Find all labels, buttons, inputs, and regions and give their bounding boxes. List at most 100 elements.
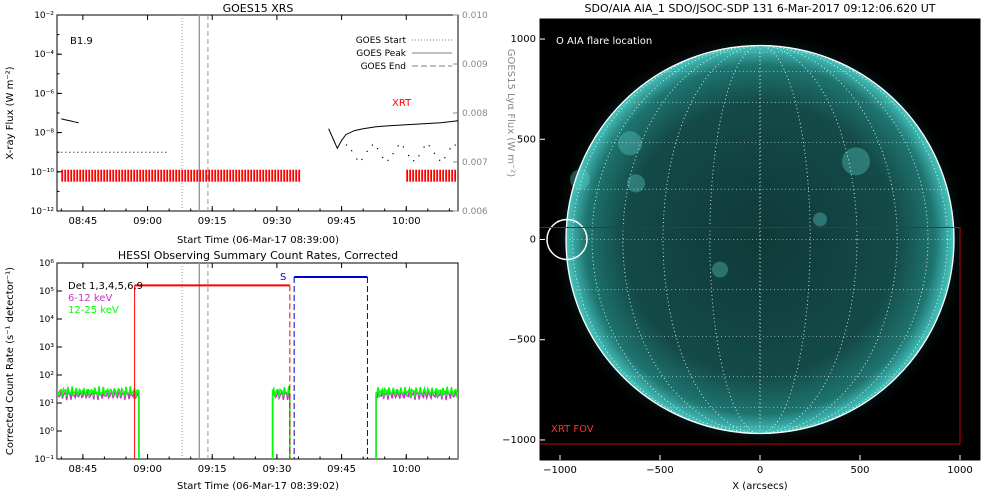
goes-short-channel-point — [444, 157, 446, 159]
hessi-xtick-label: 08:45 — [68, 464, 97, 475]
xrt-coverage-bar — [271, 169, 274, 182]
xrt-coverage-bar — [175, 169, 178, 182]
xrt-coverage-bar — [220, 169, 223, 182]
xrt-coverage-bar — [268, 169, 271, 182]
goes-legend-label: GOES End — [361, 62, 406, 72]
xrt-coverage-bar — [76, 169, 79, 182]
xrt-coverage-bar — [454, 169, 457, 182]
xrt-coverage-bar — [157, 169, 160, 182]
hessi-ytick-label: 10³ — [39, 343, 54, 353]
hessi-series-line — [57, 386, 140, 459]
xrt-coverage-bar — [223, 169, 226, 182]
xrt-coverage-bar — [103, 169, 106, 182]
goes-legend: GOES Start GOES Peak GOES End — [356, 36, 452, 72]
hessi-series-line — [375, 385, 458, 459]
goes-xlabel: Start Time (06-Mar-17 08:39:00) — [177, 235, 339, 246]
xrt-coverage-bar — [133, 169, 136, 182]
goes-xrs-chart: GOES15 XRS 08:45 09:00 09:15 09:30 09:45 10:0… — [5, 2, 516, 246]
goes-short-channel-point — [361, 158, 363, 161]
xrt-coverage-bar — [97, 169, 100, 182]
aia-xtick-label: 0 — [757, 465, 763, 476]
xrt-coverage-bar — [118, 169, 121, 182]
xrt-coverage-bar — [67, 169, 70, 182]
xrt-coverage-bar — [424, 169, 427, 182]
goes-short-channel-point — [439, 159, 441, 161]
hessi-annotation: S — [280, 272, 286, 283]
xrt-coverage-bar — [292, 169, 295, 182]
goes-short-channel-point — [423, 146, 425, 148]
xrt-coverage-bar — [73, 169, 76, 182]
aia-ytick-label: 500 — [517, 134, 536, 145]
goes-short-channel-point — [371, 144, 373, 146]
hessi-series-line — [271, 386, 291, 459]
aia-ytick-label: 0 — [530, 235, 536, 246]
xrt-coverage-bar — [142, 169, 145, 182]
xrt-coverage-bar — [439, 169, 442, 182]
xrt-coverage-bar — [448, 169, 451, 182]
xrt-coverage-bar — [205, 169, 208, 182]
hessi-legend-entry: 6-12 keV — [68, 293, 112, 304]
xrt-coverage-bar — [241, 169, 244, 182]
xrt-coverage-bar — [298, 169, 301, 182]
xrt-coverage-bar — [406, 169, 409, 182]
xrt-coverage-bar — [106, 169, 109, 182]
xrt-coverage-bar — [109, 169, 112, 182]
hessi-legend-entry: 12-25 keV — [68, 305, 119, 316]
goes-xtick-label: 09:15 — [198, 216, 227, 227]
goes-short-channel-point — [382, 156, 384, 159]
goes-short-channel-point — [428, 145, 430, 147]
xrt-coverage-bar — [208, 169, 211, 182]
xrt-coverage-bar — [190, 169, 193, 182]
xrt-coverage-bar — [112, 169, 115, 182]
xrt-coverage-bar — [88, 169, 91, 182]
xrt-coverage-bar — [178, 169, 181, 182]
hessi-plot-frame — [56, 262, 459, 460]
hessi-ytick-label: 10⁶ — [39, 259, 54, 269]
goes-short-channel-point — [356, 158, 358, 160]
goes-ytick-label: 10⁻¹⁰ — [31, 168, 55, 178]
longitude-gridline — [622, 45, 898, 434]
xrt-coverage-bar — [172, 169, 175, 182]
xrt-coverage-bar — [193, 169, 196, 182]
goes-xtick-label: 10:00 — [392, 216, 421, 227]
goes-right-ytick-label: 0.010 — [462, 11, 488, 21]
goes-xtick-label: 09:45 — [327, 216, 356, 227]
hessi-xtick-label: 09:15 — [198, 464, 227, 475]
goes-right-ytick-label: 0.008 — [462, 109, 488, 119]
xrt-coverage-bar — [184, 169, 187, 182]
aia-xtick-label: 500 — [850, 465, 869, 476]
xrt-coverage-bar — [94, 169, 97, 182]
goes-short-channel-point — [433, 152, 436, 154]
hessi-series-line — [57, 388, 140, 459]
goes-short-channel-point — [402, 146, 405, 148]
xrt-coverage-bar — [244, 169, 247, 182]
xrt-coverage-bar — [253, 169, 256, 182]
goes-ytick-label: 10⁻² — [34, 11, 54, 21]
xrt-coverage-bar — [427, 169, 430, 182]
xrt-coverage-bar — [202, 169, 205, 182]
goes-short-channel-point — [387, 159, 389, 161]
xrt-coverage-bar — [247, 169, 250, 182]
goes-short-channel-point — [407, 154, 410, 157]
xrt-coverage-bar — [121, 169, 124, 182]
goes-short-channel-point — [454, 144, 456, 146]
goes-xtick-label: 08:45 — [68, 216, 97, 227]
xrt-coverage-bar — [415, 169, 418, 182]
goes-ytick-label: 10⁻⁶ — [34, 89, 54, 99]
xrt-coverage-bar — [214, 169, 217, 182]
hessi-xtick-label: 09:45 — [327, 464, 356, 475]
goes-short-channel-point — [376, 148, 379, 150]
xrt-coverage-bar — [85, 169, 88, 182]
hessi-ylabel: Corrected Count Rate (s⁻¹ detector⁻¹) — [5, 267, 16, 455]
goes-ytick-label: 10⁻⁸ — [34, 129, 54, 139]
xrt-coverage-bar — [127, 169, 130, 182]
xrt-coverage-bar — [187, 169, 190, 182]
xrt-coverage-bar — [412, 169, 415, 182]
goes-short-channel-point — [366, 150, 368, 152]
active-region — [813, 212, 827, 227]
hessi-chart-title: HESSI Observing Summary Count Rates, Cor… — [118, 249, 398, 262]
active-region — [712, 261, 728, 278]
goes-chart-title: GOES15 XRS — [223, 2, 294, 15]
